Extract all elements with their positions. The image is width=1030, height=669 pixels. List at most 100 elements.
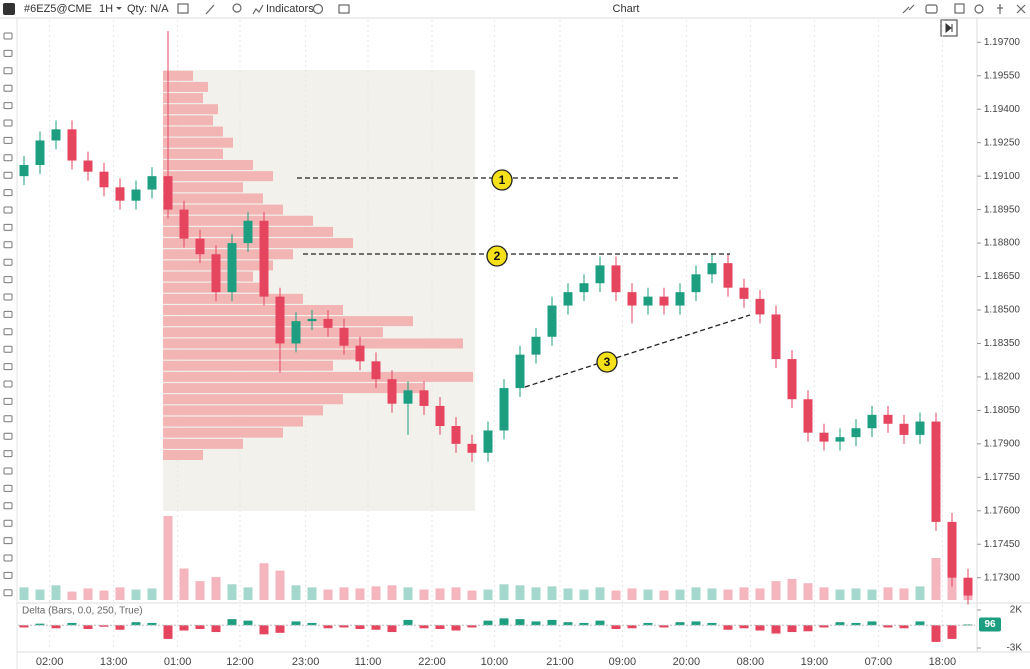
- x-tick-label: 23:00: [292, 656, 320, 668]
- profile-bar: [163, 338, 463, 349]
- profile-bar: [163, 271, 253, 282]
- collapse-icon[interactable]: [902, 4, 915, 14]
- candle-body: [99, 171, 109, 188]
- candle-body: [211, 254, 221, 293]
- delta-bar: [675, 622, 685, 626]
- tool-icon: [3, 258, 13, 266]
- delta-bar: [659, 625, 669, 628]
- profile-bar: [163, 215, 313, 226]
- tool-icon: [3, 32, 13, 40]
- draw-icon[interactable]: [205, 4, 215, 15]
- delta-bar: [371, 625, 381, 630]
- candle-body: [675, 292, 685, 306]
- tool-icon: [3, 484, 13, 492]
- delta-bar: [819, 625, 829, 628]
- profile-bar: [163, 293, 303, 304]
- volume-bar: [755, 588, 765, 600]
- volume-bar: [771, 581, 781, 600]
- tool-icon: [3, 310, 13, 318]
- y-tick-label: 1.18800: [984, 238, 1021, 249]
- candle-body: [931, 421, 941, 522]
- candle-body: [723, 263, 733, 288]
- screenshot-icon[interactable]: [925, 4, 938, 14]
- delta-bar: [739, 625, 749, 629]
- candle-body: [291, 321, 301, 344]
- x-tick-label: 09:00: [609, 656, 637, 668]
- volume-bar: [675, 589, 685, 600]
- volume-bar: [819, 587, 829, 600]
- profile-bar: [163, 394, 343, 405]
- volume-bar: [195, 581, 205, 600]
- delta-bar: [483, 620, 493, 626]
- logo: [3, 3, 15, 15]
- candle-body: [883, 414, 893, 424]
- y-tick-label: 1.18950: [984, 204, 1021, 215]
- candle-body: [819, 432, 829, 442]
- delta-bar: [515, 619, 525, 626]
- gear-icon[interactable]: [974, 4, 984, 14]
- tool-icon: [3, 554, 13, 562]
- candle-body: [19, 165, 29, 177]
- delta-bar: [755, 625, 765, 631]
- volume-bar: [915, 586, 925, 600]
- interval[interactable]: 1H: [99, 3, 113, 15]
- tool-icon: [3, 102, 13, 110]
- tool-icon: [3, 328, 13, 336]
- delta-badge-label: 96: [984, 619, 996, 630]
- candle-body: [691, 274, 701, 293]
- symbol[interactable]: #6EZ5@CME: [24, 3, 92, 15]
- volume-bar: [403, 587, 413, 600]
- volume-bar: [627, 588, 637, 600]
- volume-bar: [115, 587, 125, 600]
- volume-bar: [387, 585, 397, 600]
- delta-bar: [771, 625, 781, 634]
- tool-icon: [3, 345, 13, 353]
- profile-bar: [163, 427, 283, 438]
- fullscreen-icon[interactable]: [954, 3, 965, 14]
- profile-bar: [163, 171, 273, 182]
- candle-body: [563, 292, 573, 306]
- tool-icon: [3, 241, 13, 249]
- tool-icon: [3, 415, 13, 423]
- pin-icon[interactable]: [997, 4, 1003, 14]
- volume-bar: [643, 589, 653, 600]
- qty[interactable]: Qty: N/A: [127, 3, 169, 15]
- delta-bar: [883, 625, 893, 628]
- candle-body: [259, 220, 269, 297]
- indicators-button[interactable]: Indicators: [266, 3, 314, 15]
- delta-bar: [867, 621, 877, 626]
- profile-bar: [163, 160, 253, 170]
- profile-bar: [163, 93, 203, 104]
- volume-bar: [35, 589, 45, 600]
- chart-type-icon[interactable]: [177, 3, 189, 14]
- delta-bar: [835, 622, 845, 626]
- x-tick-label: 19:00: [801, 656, 829, 668]
- delta-bar: [243, 620, 253, 626]
- tool-icon: [3, 84, 13, 92]
- candle-body: [131, 189, 141, 201]
- delta-bar: [323, 625, 333, 629]
- close-icon[interactable]: [1016, 4, 1026, 14]
- layout-icon[interactable]: [338, 4, 350, 14]
- tool-icon: [3, 136, 13, 144]
- settings-icon[interactable]: [312, 3, 324, 15]
- candle-body: [67, 129, 77, 161]
- candle-body: [419, 390, 429, 406]
- y-tick-label: 1.17750: [984, 472, 1021, 483]
- annotation-badge: [491, 169, 513, 191]
- profile-bar: [163, 349, 363, 360]
- window-title: Chart: [613, 3, 640, 15]
- volume-bar: [691, 587, 701, 600]
- candle-body: [435, 405, 445, 426]
- x-tick-label: 07:00: [865, 656, 893, 668]
- volume-bar: [835, 589, 845, 600]
- tool-icon: [3, 223, 13, 231]
- volume-bar: [163, 516, 173, 600]
- volume-bar: [67, 591, 77, 600]
- volume-bar: [291, 585, 301, 600]
- candle-body: [371, 361, 381, 380]
- volume-bar: [723, 589, 733, 600]
- delta-bar: [35, 623, 45, 626]
- zoom-icon[interactable]: [232, 3, 242, 13]
